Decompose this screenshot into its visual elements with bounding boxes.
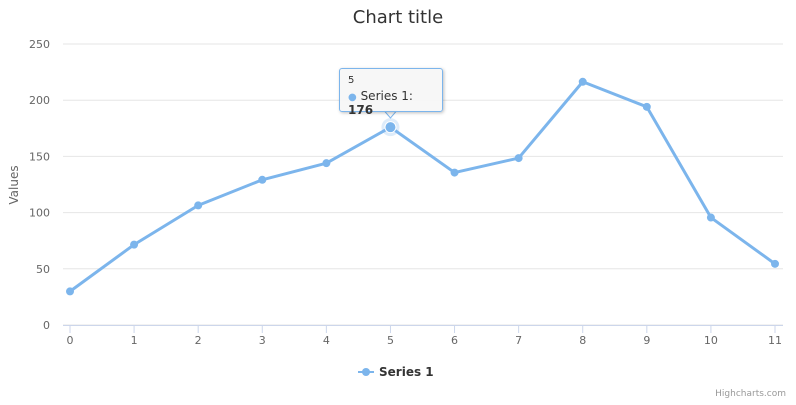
tooltip-header: 5	[348, 75, 355, 86]
series-line	[69, 80, 776, 293]
tooltip-series: Series 1	[360, 89, 409, 103]
y-tick-label: 200	[29, 94, 50, 107]
data-point[interactable]	[771, 259, 779, 268]
x-tick-label: 4	[323, 334, 330, 347]
legend-marker-icon	[362, 368, 370, 376]
data-point[interactable]	[450, 168, 459, 177]
y-tick-label: 150	[29, 150, 50, 163]
data-point[interactable]	[514, 154, 523, 163]
tooltip-value: 176	[348, 103, 374, 117]
y-axis-label: Values	[7, 165, 21, 204]
data-point[interactable]	[322, 159, 331, 168]
y-tick-label: 50	[36, 263, 50, 276]
x-tick-label: 10	[704, 334, 718, 347]
data-point[interactable]	[578, 77, 587, 86]
x-tick-label: 3	[259, 334, 266, 347]
credits-link[interactable]: Highcharts.com	[715, 389, 786, 399]
legend[interactable]: Series 1	[358, 365, 434, 379]
x-tick-label: 9	[643, 334, 650, 347]
x-tick-label: 6	[451, 334, 458, 347]
data-point-hover[interactable]	[384, 121, 397, 134]
y-tick-label: 250	[29, 38, 50, 51]
tooltip: 5 ● Series 1: 176	[339, 68, 443, 117]
x-tick-label: 1	[131, 334, 138, 347]
x-tick-label: 7	[515, 334, 522, 347]
tooltip-marker-icon: ●	[348, 92, 357, 103]
data-point[interactable]	[642, 102, 651, 111]
x-tick-label: 8	[579, 334, 586, 347]
y-tick-label: 0	[43, 319, 50, 332]
x-tick-label: 11	[768, 334, 782, 347]
data-point[interactable]	[258, 175, 267, 184]
x-tick-label: 5	[387, 334, 394, 347]
data-point[interactable]	[194, 201, 203, 210]
chart-title: Chart title	[353, 7, 443, 28]
y-tick-label: 100	[29, 207, 50, 220]
legend-item-series-1[interactable]: Series 1	[379, 365, 434, 379]
data-point[interactable]	[66, 287, 74, 296]
data-point[interactable]	[130, 240, 139, 249]
data-point[interactable]	[706, 213, 715, 222]
x-tick-label: 2	[195, 334, 202, 347]
x-tick-label: 0	[67, 334, 74, 347]
